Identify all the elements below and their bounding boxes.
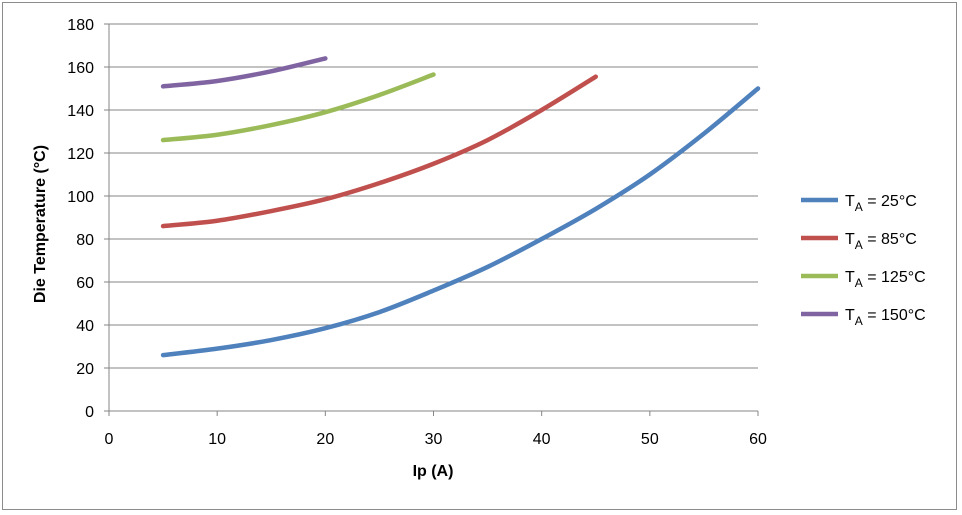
x-tick-label-40: 40 — [533, 431, 551, 448]
x-tick-label-30: 30 — [425, 431, 443, 448]
x-tick-label-60: 60 — [749, 431, 767, 448]
y-tick-label-80: 80 — [76, 232, 94, 249]
series-line-4 — [160, 56, 328, 89]
y-tick-label-180: 180 — [67, 17, 94, 34]
series-lines — [160, 56, 761, 358]
y-tick-label-160: 160 — [67, 60, 94, 77]
y-tick-label-0: 0 — [85, 404, 94, 421]
legend-label-2: TA = 85°C — [845, 231, 917, 252]
x-tick-label-10: 10 — [208, 431, 226, 448]
legend: TA = 25°C TA = 85°C TA = 125°C TA = 150°C — [801, 193, 926, 328]
legend-label-1: TA = 25°C — [845, 193, 917, 214]
tick-labels: 0 20 40 60 80 100 120 140 160 180 0 10 20 30 40 50 60 — [67, 17, 767, 448]
series-line-2 — [160, 74, 598, 229]
x-tick-label-0: 0 — [105, 431, 114, 448]
x-axis-title: Ip (A) — [413, 463, 454, 480]
x-tick-label-50: 50 — [641, 431, 659, 448]
y-tick-label-100: 100 — [67, 189, 94, 206]
series-line-1 — [160, 86, 761, 358]
y-tick-label-40: 40 — [76, 318, 94, 335]
y-tick-label-60: 60 — [76, 275, 94, 292]
axes — [104, 23, 759, 416]
gridlines — [109, 23, 758, 369]
x-tick-label-20: 20 — [316, 431, 334, 448]
y-tick-label-120: 120 — [67, 146, 94, 163]
series-line-3 — [160, 72, 436, 143]
y-axis-title: Die Temperature (°C) — [32, 145, 49, 303]
y-tick-label-20: 20 — [76, 361, 94, 378]
legend-label-3: TA = 125°C — [845, 269, 926, 290]
legend-label-4: TA = 150°C — [845, 307, 926, 328]
y-tick-label-140: 140 — [67, 103, 94, 120]
